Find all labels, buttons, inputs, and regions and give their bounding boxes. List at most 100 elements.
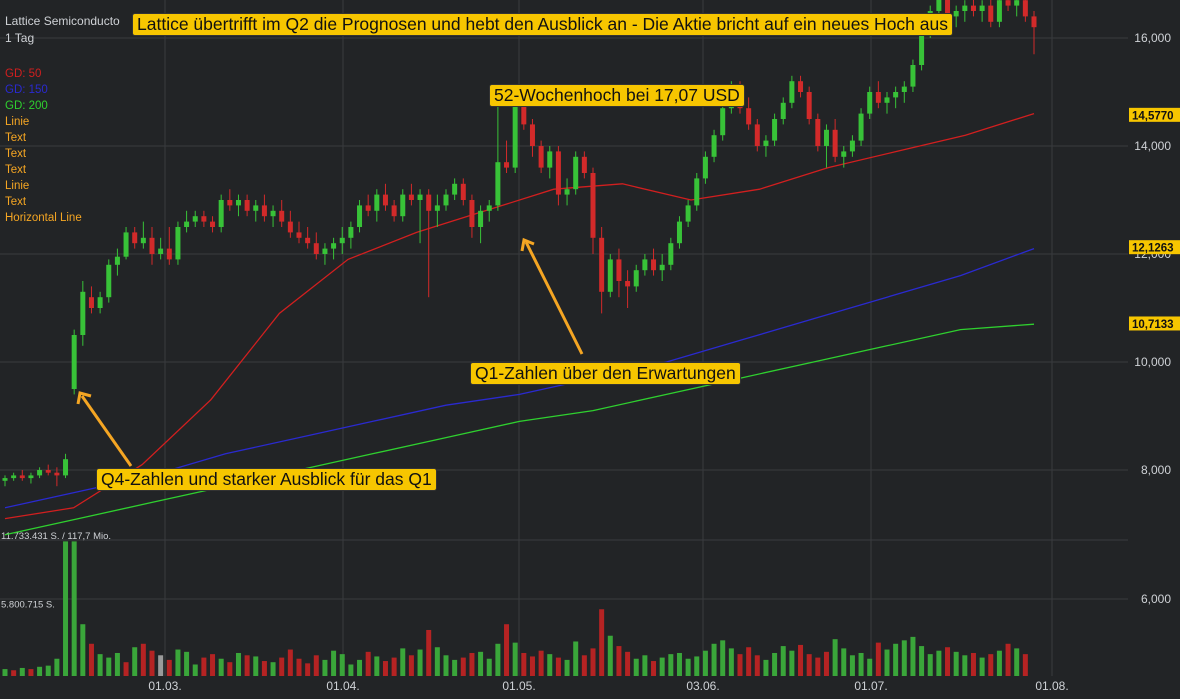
candle-body (426, 194, 432, 211)
candle-body (953, 11, 959, 17)
legend-item[interactable]: GD: 200 (5, 100, 48, 112)
volume-bar (927, 654, 933, 676)
candle-body (71, 335, 77, 389)
q4-callout[interactable]: Q4-Zahlen und starker Ausblick für das Q… (96, 468, 437, 491)
volume-bar (426, 629, 432, 676)
volume-bar (789, 650, 795, 676)
legend-item[interactable]: Text (5, 164, 27, 176)
legend-item[interactable]: GD: 150 (5, 84, 48, 96)
volume-bar (529, 656, 535, 676)
volume-bar (201, 657, 207, 676)
volume-bar (184, 651, 190, 676)
volume-bar (382, 661, 388, 676)
moving-average-line (4, 323, 1035, 536)
candle-body (564, 189, 570, 195)
volume-bar (218, 658, 224, 676)
high52-callout[interactable]: 52-Wochenhoch bei 17,07 USD (489, 84, 745, 107)
candle-body (417, 194, 423, 200)
volume-bar (979, 657, 985, 676)
volume-bar (910, 636, 916, 676)
candle-body (365, 205, 371, 211)
volume-bar (901, 640, 907, 676)
candle-body (547, 151, 553, 168)
volume-bar (806, 654, 812, 676)
legend-item[interactable]: Text (5, 196, 27, 208)
volume-bar (728, 648, 734, 676)
candle-body (357, 205, 363, 227)
candle-body (599, 237, 605, 292)
volume-bar (253, 656, 259, 676)
candle-body (140, 237, 146, 244)
candle-body (936, 0, 942, 12)
volume-bar (495, 643, 501, 676)
candle-body (460, 183, 466, 200)
candle-body (996, 0, 1002, 22)
q4-arrow-head (76, 391, 92, 405)
candle-body (253, 205, 259, 211)
legend-item[interactable]: GD: 50 (5, 68, 42, 80)
volume-bar (893, 643, 899, 676)
candle-body (694, 178, 700, 206)
candle-body (132, 232, 138, 244)
legend-item[interactable]: Horizontal Line (5, 212, 82, 224)
candle-body (988, 5, 994, 22)
volume-bar (400, 648, 406, 676)
volume-bar (192, 664, 198, 676)
candle-body (702, 156, 708, 179)
volume-bar (625, 651, 631, 676)
volume-bar (296, 658, 302, 676)
volume-bar (564, 659, 570, 676)
candle-body (910, 65, 916, 87)
q4-arrow (80, 395, 133, 467)
headline-callout[interactable]: Lattice übertrifft im Q2 die Prognosen u… (132, 13, 953, 36)
candle-body (573, 156, 579, 190)
volume-bar (261, 661, 267, 676)
candle-body (296, 232, 302, 238)
volume-bar (227, 662, 233, 676)
x-tick-label: 01.04. (326, 679, 359, 693)
legend-item[interactable]: Linie (5, 180, 30, 192)
legend-item[interactable]: Linie (5, 116, 30, 128)
candle-body (754, 124, 760, 146)
volume-bar (970, 652, 976, 676)
volume-bar (858, 652, 864, 676)
volume-bar (478, 651, 484, 676)
candle-body (382, 194, 388, 206)
candle-body (529, 124, 535, 146)
volume-bar (815, 657, 821, 676)
legend-item[interactable]: Text (5, 132, 27, 144)
candle-body (555, 151, 561, 195)
volume-bar (668, 654, 674, 676)
candle-body (210, 221, 216, 227)
volume-bar (512, 642, 518, 676)
y-tick-label: 8,000 (1141, 463, 1171, 477)
volume-bar (287, 649, 293, 676)
candle-body (434, 205, 440, 211)
candle-body (279, 210, 285, 222)
x-tick-label: 01.08. (1035, 679, 1068, 693)
candle-body (261, 205, 267, 217)
q1-callout[interactable]: Q1-Zahlen über den Erwartungen (470, 362, 741, 385)
volume-bar (45, 665, 51, 676)
candle-body (114, 256, 120, 265)
candle-body (711, 135, 717, 157)
candle-body (720, 108, 726, 136)
candle-body (685, 205, 691, 222)
candle-body (287, 221, 293, 233)
legend-item[interactable]: Text (5, 148, 27, 160)
volume-bar (339, 654, 345, 676)
candle-body (184, 221, 190, 227)
volume-bar (166, 659, 172, 676)
candle-body (374, 194, 380, 211)
volume-bar (486, 658, 492, 676)
volume-bar (996, 650, 1002, 676)
y-tick-label: 10,000 (1134, 355, 1171, 369)
volume-bar (746, 647, 752, 676)
candle-body (339, 237, 345, 244)
candle-body (37, 470, 43, 476)
volume-bar (1022, 654, 1028, 676)
volume-bar (132, 647, 138, 676)
price-tag (1129, 107, 1180, 122)
volume-bar (365, 651, 371, 676)
